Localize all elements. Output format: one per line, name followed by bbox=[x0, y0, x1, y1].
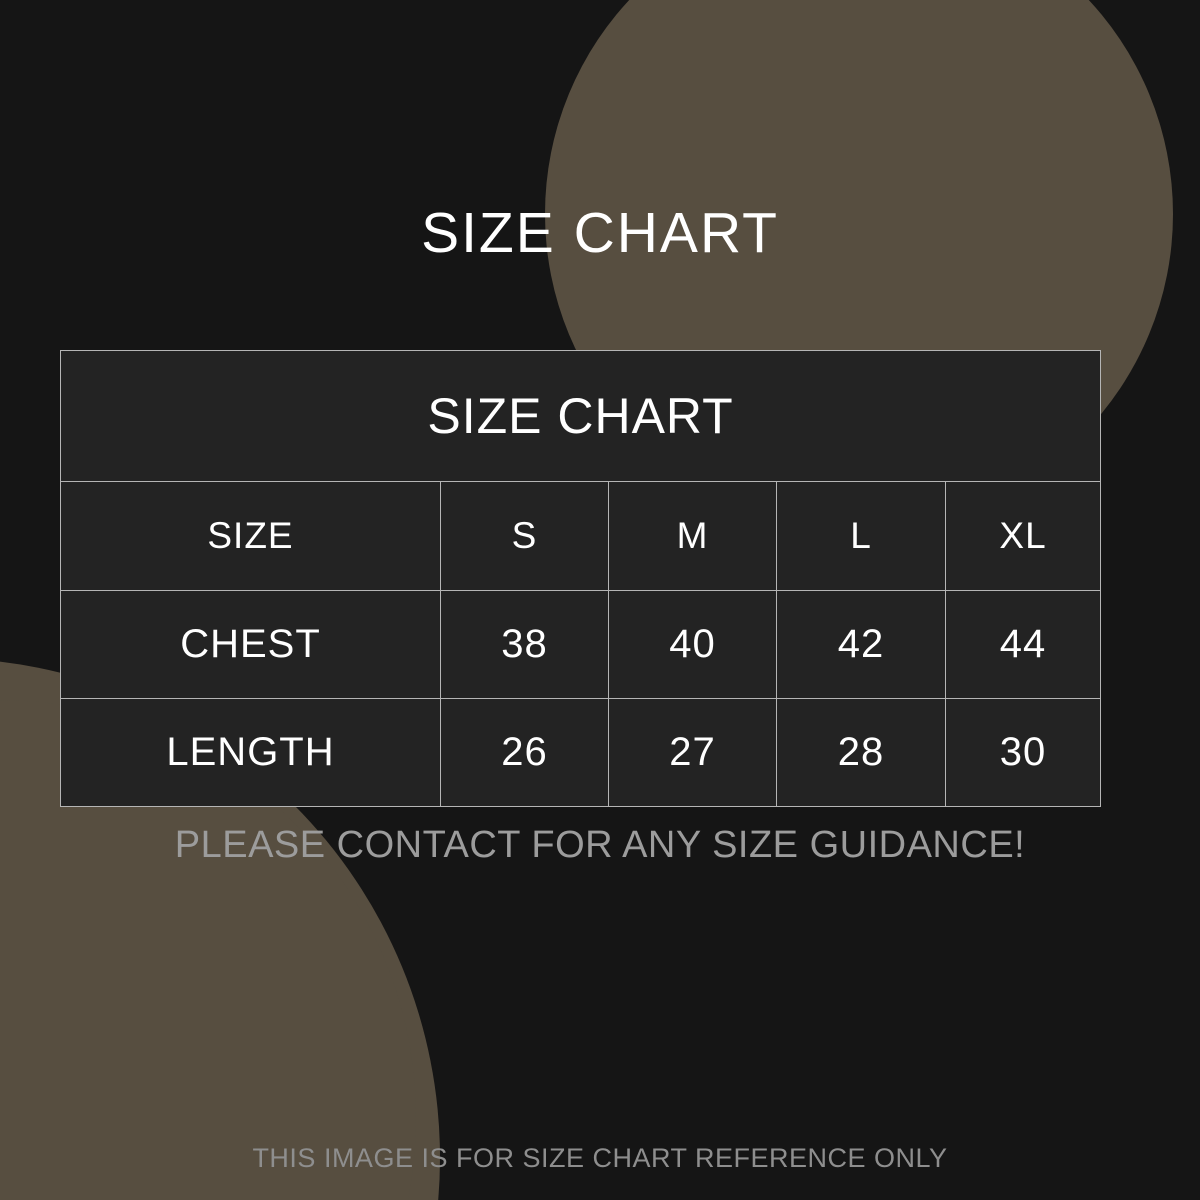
cell-length-s: 26 bbox=[440, 698, 609, 807]
header-cell-m: M bbox=[608, 481, 777, 591]
row-label-chest: CHEST bbox=[60, 590, 441, 699]
table-header-row: SIZE S M L XL bbox=[60, 481, 1102, 591]
cell-length-l: 28 bbox=[776, 698, 946, 807]
cell-chest-l: 42 bbox=[776, 590, 946, 699]
table-row: CHEST 38 40 42 44 bbox=[60, 590, 1102, 699]
cell-chest-m: 40 bbox=[608, 590, 777, 699]
reference-note: THIS IMAGE IS FOR SIZE CHART REFERENCE O… bbox=[252, 1143, 948, 1173]
table-caption-row: SIZE CHART bbox=[59, 350, 1102, 482]
row-label-length: LENGTH bbox=[60, 698, 441, 807]
header-cell-xl: XL bbox=[944, 481, 1102, 591]
table-caption: SIZE CHART bbox=[59, 350, 1102, 482]
table-row: LENGTH 26 27 28 30 bbox=[60, 698, 1102, 807]
page-title: SIZE CHART bbox=[421, 201, 779, 265]
size-chart-table-wrapper: SIZE CHART SIZE S M L XL CHEST 38 40 42 … bbox=[59, 350, 1102, 807]
cell-length-xl: 30 bbox=[944, 698, 1102, 807]
header-cell-s: S bbox=[440, 481, 609, 591]
cell-chest-s: 38 bbox=[440, 590, 609, 699]
contact-note: PLEASE CONTACT FOR ANY SIZE GUIDANCE! bbox=[174, 824, 1026, 866]
header-cell-size: SIZE bbox=[60, 481, 441, 591]
cell-length-m: 27 bbox=[608, 698, 777, 807]
header-cell-l: L bbox=[776, 481, 946, 591]
size-chart-table: SIZE CHART SIZE S M L XL CHEST 38 40 42 … bbox=[59, 350, 1102, 807]
cell-chest-xl: 44 bbox=[944, 590, 1102, 699]
